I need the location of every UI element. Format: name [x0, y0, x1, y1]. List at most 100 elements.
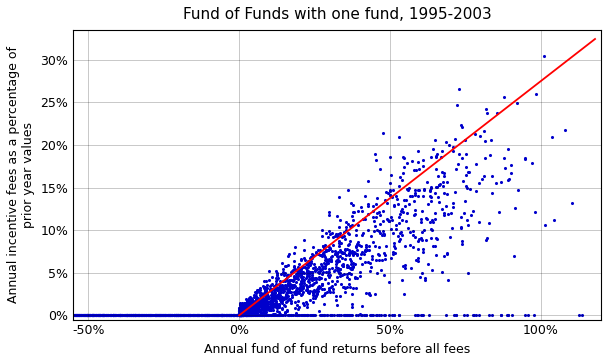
Point: [234, 313, 244, 318]
Point: [262, 313, 272, 318]
Point: [240, 313, 250, 318]
Point: [299, 313, 309, 318]
Point: [281, 299, 291, 305]
Point: [280, 278, 290, 284]
Point: [274, 290, 284, 295]
Point: [95, 313, 105, 318]
Point: [275, 286, 285, 292]
Point: [109, 313, 119, 318]
Point: [212, 313, 221, 318]
Point: [174, 313, 184, 318]
Point: [130, 313, 139, 318]
Point: [95, 313, 105, 318]
Point: [301, 299, 311, 305]
Point: [174, 313, 184, 318]
Point: [316, 266, 325, 272]
Point: [176, 313, 186, 318]
Point: [334, 225, 344, 231]
Point: [240, 309, 250, 315]
Point: [341, 225, 351, 231]
Point: [438, 179, 447, 185]
Point: [81, 313, 91, 318]
Point: [113, 313, 123, 318]
Point: [279, 270, 289, 276]
Point: [200, 313, 210, 318]
Point: [239, 313, 249, 318]
Point: [317, 282, 326, 288]
Point: [69, 313, 79, 318]
Point: [94, 313, 104, 318]
Point: [339, 261, 348, 267]
Point: [346, 258, 356, 264]
Point: [370, 223, 380, 229]
Point: [249, 292, 259, 298]
Point: [241, 312, 250, 318]
Point: [277, 282, 286, 288]
Point: [261, 294, 271, 300]
Point: [73, 313, 83, 318]
Point: [126, 313, 136, 318]
Point: [396, 229, 406, 235]
Point: [192, 313, 202, 318]
Point: [249, 303, 259, 309]
Point: [385, 154, 395, 160]
Point: [172, 313, 182, 318]
Point: [232, 313, 241, 318]
Point: [279, 296, 289, 302]
Point: [190, 313, 200, 318]
Point: [83, 313, 92, 318]
Point: [246, 311, 256, 317]
Point: [258, 298, 268, 303]
Point: [261, 307, 271, 313]
Point: [209, 313, 218, 318]
Point: [82, 313, 92, 318]
Point: [277, 260, 287, 266]
Point: [226, 313, 235, 318]
Point: [235, 313, 245, 318]
Point: [232, 313, 242, 318]
Point: [305, 288, 315, 294]
Point: [126, 313, 136, 318]
Point: [413, 258, 423, 264]
Point: [427, 154, 437, 160]
Point: [237, 308, 246, 314]
Point: [444, 211, 454, 217]
Point: [94, 313, 103, 318]
Point: [280, 309, 289, 315]
Point: [286, 284, 296, 290]
Point: [226, 313, 235, 318]
Point: [272, 269, 282, 274]
Point: [244, 299, 254, 305]
Point: [198, 313, 208, 318]
Point: [471, 131, 480, 137]
Point: [250, 306, 260, 311]
Point: [72, 313, 82, 318]
Point: [289, 282, 299, 287]
Point: [321, 256, 331, 262]
Point: [247, 298, 257, 304]
Point: [269, 301, 279, 307]
Point: [74, 313, 84, 318]
Point: [157, 313, 167, 318]
Point: [240, 309, 249, 314]
Point: [372, 195, 382, 201]
Point: [243, 313, 252, 318]
Point: [201, 313, 211, 318]
Point: [91, 313, 101, 318]
Point: [266, 292, 276, 298]
Point: [235, 311, 245, 317]
Point: [494, 209, 504, 215]
Point: [141, 313, 151, 318]
Point: [161, 313, 171, 318]
Point: [241, 313, 251, 318]
Point: [70, 313, 80, 318]
Point: [337, 249, 347, 255]
Point: [293, 271, 303, 277]
Point: [275, 283, 285, 289]
Point: [184, 313, 194, 318]
Point: [235, 307, 245, 313]
Point: [296, 256, 306, 262]
Point: [102, 313, 112, 318]
Point: [539, 53, 549, 58]
Point: [292, 313, 302, 318]
